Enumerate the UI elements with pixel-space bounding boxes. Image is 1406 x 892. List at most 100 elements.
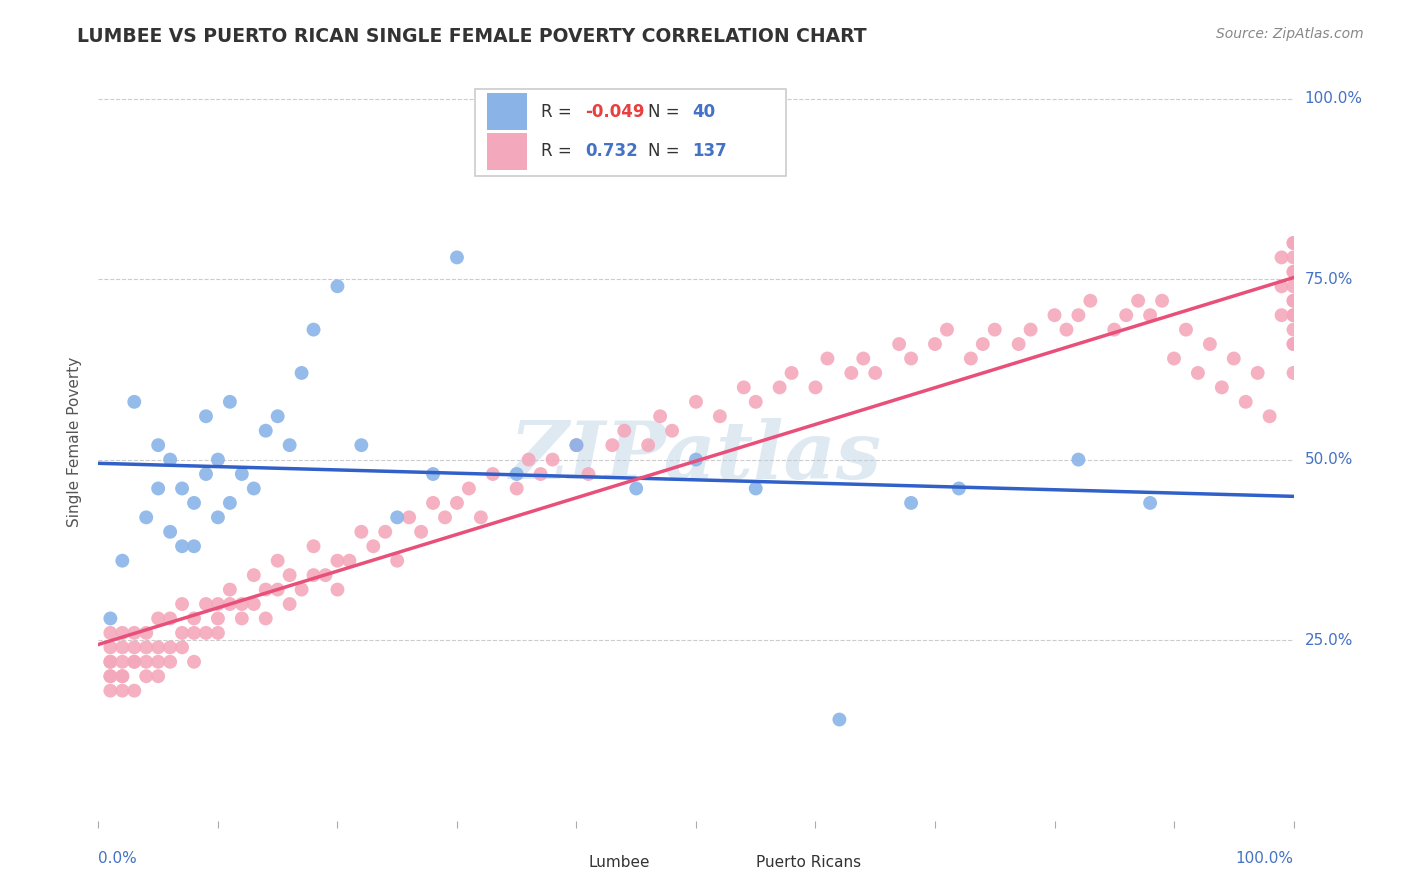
Point (98, 611, 122, 625)
Point (1282, 235, 1305, 250)
Point (446, 251, 468, 265)
Point (219, 394, 242, 409)
Point (159, 640, 181, 655)
Point (148, 438, 170, 452)
Point (219, 597, 242, 611)
Point (1282, 265, 1305, 279)
Point (804, 380, 827, 394)
Point (1115, 308, 1137, 322)
Point (243, 597, 266, 611)
Point (1282, 235, 1305, 250)
Text: -0.049: -0.049 (585, 103, 644, 120)
Point (243, 482, 266, 496)
Point (1199, 337, 1222, 351)
Point (326, 582, 349, 597)
Point (506, 482, 529, 496)
Point (1282, 279, 1305, 293)
Point (148, 482, 170, 496)
Point (852, 351, 875, 366)
Point (828, 713, 851, 727)
Point (231, 597, 253, 611)
Point (815, 351, 838, 366)
Y-axis label: Single Female Poverty: Single Female Poverty (67, 357, 83, 526)
Text: N =: N = (648, 142, 685, 161)
Point (565, 438, 588, 452)
Point (98, 669, 122, 683)
Point (135, 626, 157, 640)
Point (278, 597, 301, 611)
Point (302, 323, 325, 337)
Point (278, 568, 301, 582)
Point (207, 597, 229, 611)
Point (1019, 323, 1042, 337)
Point (135, 655, 157, 669)
Point (1043, 308, 1066, 322)
Point (1128, 293, 1150, 308)
Point (172, 640, 194, 655)
Point (135, 640, 157, 655)
Point (1271, 251, 1294, 265)
Point (207, 510, 229, 524)
Point (578, 467, 600, 481)
Point (98, 626, 122, 640)
Point (350, 438, 373, 452)
Point (111, 554, 134, 568)
Point (745, 394, 768, 409)
Point (195, 597, 218, 611)
Point (98, 683, 122, 698)
Point (481, 467, 505, 481)
Text: R =: R = (541, 103, 576, 120)
Point (685, 452, 707, 467)
Point (1067, 308, 1090, 322)
Point (1282, 265, 1305, 279)
Point (124, 655, 146, 669)
Point (1258, 409, 1281, 424)
Point (267, 582, 290, 597)
Point (1056, 323, 1078, 337)
Point (124, 655, 146, 669)
Point (924, 337, 946, 351)
Point (960, 351, 983, 366)
Point (648, 409, 672, 424)
Point (1282, 251, 1305, 265)
Point (111, 626, 134, 640)
Point (541, 452, 564, 467)
Point (172, 539, 194, 553)
Point (1104, 323, 1126, 337)
Text: LUMBEE VS PUERTO RICAN SINGLE FEMALE POVERTY CORRELATION CHART: LUMBEE VS PUERTO RICAN SINGLE FEMALE POV… (77, 27, 868, 45)
Point (458, 482, 481, 496)
Point (865, 366, 887, 380)
Point (602, 438, 624, 452)
Point (254, 611, 277, 625)
Point (1282, 308, 1305, 322)
Point (98, 655, 122, 669)
Point (733, 380, 755, 394)
Point (613, 424, 636, 438)
Text: 100.0%: 100.0% (1305, 91, 1362, 106)
Point (172, 597, 194, 611)
Point (1282, 293, 1305, 308)
Point (183, 626, 205, 640)
Point (183, 496, 205, 510)
Point (385, 510, 409, 524)
Point (422, 467, 444, 481)
Point (98, 655, 122, 669)
Text: 75.0%: 75.0% (1305, 271, 1353, 286)
Point (768, 380, 790, 394)
Point (900, 351, 922, 366)
Point (148, 669, 170, 683)
Point (900, 496, 922, 510)
Point (291, 582, 314, 597)
Point (1223, 351, 1246, 366)
Point (195, 626, 218, 640)
Text: 25.0%: 25.0% (1305, 632, 1353, 648)
Point (219, 582, 242, 597)
Point (434, 510, 457, 524)
Point (398, 510, 420, 524)
Point (111, 640, 134, 655)
Text: 50.0%: 50.0% (1305, 452, 1353, 467)
Point (243, 568, 266, 582)
Point (470, 510, 492, 524)
Point (889, 337, 911, 351)
Text: 100.0%: 100.0% (1236, 851, 1294, 866)
